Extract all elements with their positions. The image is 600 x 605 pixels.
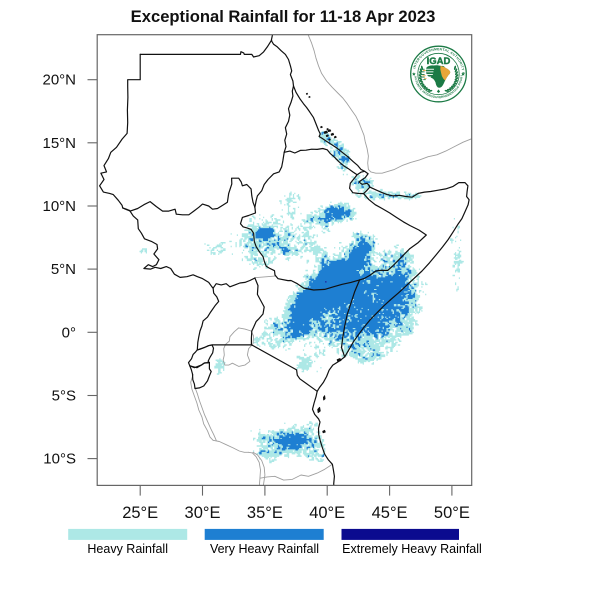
svg-text:15°N: 15°N (42, 135, 76, 152)
svg-text:45°E: 45°E (372, 504, 408, 522)
svg-text:5°N: 5°N (51, 261, 76, 278)
svg-text:Very Heavy Rainfall: Very Heavy Rainfall (210, 542, 319, 556)
svg-text:0°: 0° (62, 324, 76, 341)
svg-text:Exceptional Rainfall for 11-18: Exceptional Rainfall for 11-18 Apr 2023 (131, 7, 436, 26)
svg-text:10°S: 10°S (43, 451, 76, 468)
svg-text:20°N: 20°N (42, 72, 76, 89)
svg-text:50°E: 50°E (434, 504, 470, 522)
svg-text:30°E: 30°E (185, 504, 221, 522)
svg-text:Extremely Heavy Rainfall: Extremely Heavy Rainfall (342, 542, 482, 556)
svg-text:5°S: 5°S (52, 388, 76, 405)
svg-text:10°N: 10°N (42, 198, 76, 215)
svg-text:Heavy Rainfall: Heavy Rainfall (87, 542, 168, 556)
svg-text:IGAD: IGAD (427, 56, 451, 67)
svg-text:25°E: 25°E (122, 504, 158, 522)
svg-text:35°E: 35°E (247, 504, 283, 522)
svg-text:40°E: 40°E (309, 504, 345, 522)
